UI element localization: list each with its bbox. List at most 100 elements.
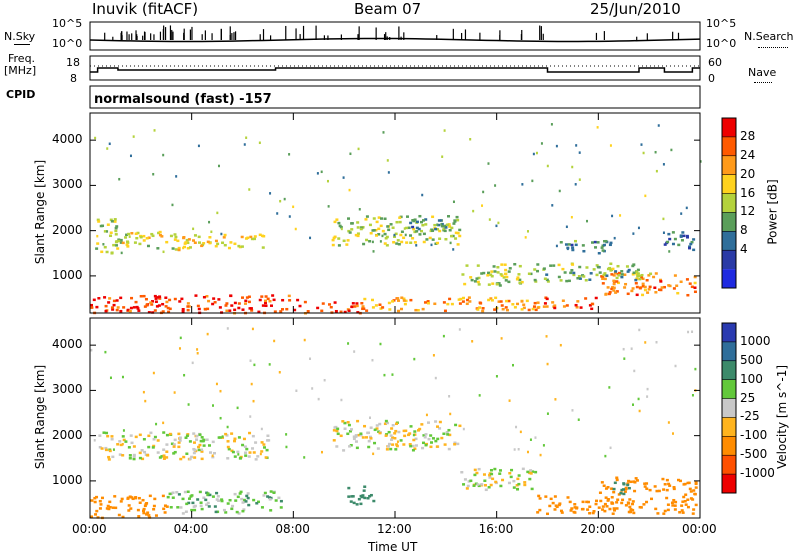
- echo-cell: [604, 239, 608, 243]
- echo-cell: [366, 496, 370, 500]
- echo-cell: [349, 152, 352, 156]
- echo-cell: [575, 306, 579, 309]
- echo-cell: [141, 498, 145, 502]
- echo-cell: [108, 297, 112, 300]
- echo-cell: [386, 159, 389, 162]
- echo-cell: [114, 229, 118, 233]
- echo-cell: [178, 439, 182, 442]
- echo-cell: [542, 305, 546, 308]
- echo-cell: [226, 457, 230, 460]
- echo-cell: [350, 495, 354, 498]
- echo-cell: [503, 272, 507, 276]
- echo-cell: [175, 491, 179, 494]
- echo-cell: [632, 232, 635, 235]
- echo-cell: [200, 457, 204, 461]
- echo-cell: [694, 482, 698, 486]
- echo-cell: [214, 510, 218, 514]
- echo-cell: [610, 487, 614, 490]
- echo-cell: [474, 482, 478, 486]
- echo-cell: [476, 483, 480, 486]
- echo-cell: [495, 375, 498, 378]
- echo-cell: [138, 501, 142, 504]
- echo-cell: [520, 300, 524, 303]
- echo-cell: [269, 509, 273, 512]
- echo-cell: [615, 501, 619, 504]
- echo-cell: [398, 220, 402, 224]
- echo-cell: [368, 223, 372, 227]
- echo-cell: [518, 281, 522, 285]
- echo-cell: [499, 300, 503, 303]
- colorbar-tick-label: 25: [740, 390, 756, 405]
- echo-cell: [388, 308, 392, 311]
- echo-cell: [121, 442, 124, 446]
- echo-cell: [216, 242, 220, 246]
- echo-cell: [520, 308, 524, 311]
- echo-cell: [236, 406, 239, 410]
- echo-cell: [686, 505, 690, 509]
- echo-cell: [554, 504, 558, 507]
- echo-cell: [207, 299, 211, 303]
- echo-cell: [452, 200, 455, 204]
- echo-cell: [440, 223, 443, 226]
- echo-cell: [163, 511, 167, 514]
- echo-cell: [385, 235, 389, 239]
- echo-cell: [538, 497, 542, 500]
- colorbar-segment: [722, 250, 736, 270]
- echo-cell: [643, 288, 647, 292]
- echo-cell: [251, 434, 255, 438]
- echo-cell: [146, 454, 150, 457]
- echo-cell: [212, 297, 216, 300]
- echo-cell: [348, 445, 352, 448]
- echo-cell: [615, 290, 619, 293]
- echo-cell: [555, 244, 558, 248]
- echo-cell: [188, 440, 192, 443]
- echo-cell: [677, 243, 681, 247]
- echo-cell: [366, 431, 370, 435]
- echo-cell: [102, 431, 106, 434]
- echo-cell: [340, 398, 343, 402]
- x-axis-label: Time UT: [368, 540, 418, 554]
- echo-cell: [417, 227, 421, 231]
- echo-cell: [428, 236, 432, 240]
- echo-cell: [339, 434, 343, 438]
- echo-cell: [654, 272, 658, 275]
- echo-cell: [346, 421, 350, 424]
- echo-cell: [105, 431, 109, 435]
- echo-cell: [521, 467, 525, 471]
- echo-cell: [603, 502, 607, 506]
- echo-cell: [603, 509, 607, 513]
- echo-cell: [434, 227, 438, 231]
- echo-cell: [603, 277, 607, 281]
- echo-cell: [257, 310, 261, 314]
- echo-cell: [100, 447, 104, 450]
- echo-cell: [601, 282, 605, 285]
- echo-cell: [178, 300, 182, 303]
- echo-cell: [127, 446, 131, 449]
- echo-cell: [148, 494, 152, 498]
- echo-cell: [473, 468, 477, 472]
- echo-cell: [557, 503, 561, 507]
- freq-label: Freq.: [8, 52, 36, 65]
- echo-cell: [647, 274, 651, 277]
- echo-cell: [654, 507, 658, 511]
- echo-cell: [488, 218, 491, 221]
- echo-cell: [343, 427, 347, 430]
- echo-cell: [221, 241, 225, 245]
- echo-cell: [321, 302, 325, 305]
- echo-cell: [225, 309, 229, 313]
- echo-cell: [179, 336, 182, 340]
- colorbar-tick-label: 4: [740, 242, 748, 257]
- echo-cell: [435, 445, 439, 448]
- echo-cell: [393, 437, 397, 440]
- echo-cell: [559, 509, 563, 513]
- echo-cell: [224, 304, 228, 307]
- nsearch-label: N.Search: [744, 30, 794, 43]
- echo-cell: [409, 298, 413, 302]
- echo-cell: [515, 425, 518, 429]
- colorbar-tick-label: -100: [740, 428, 768, 443]
- echo-cell: [359, 432, 363, 435]
- echo-cell: [565, 304, 569, 307]
- echo-cell: [165, 300, 169, 304]
- echo-cell: [635, 277, 639, 281]
- echo-cell: [629, 480, 633, 484]
